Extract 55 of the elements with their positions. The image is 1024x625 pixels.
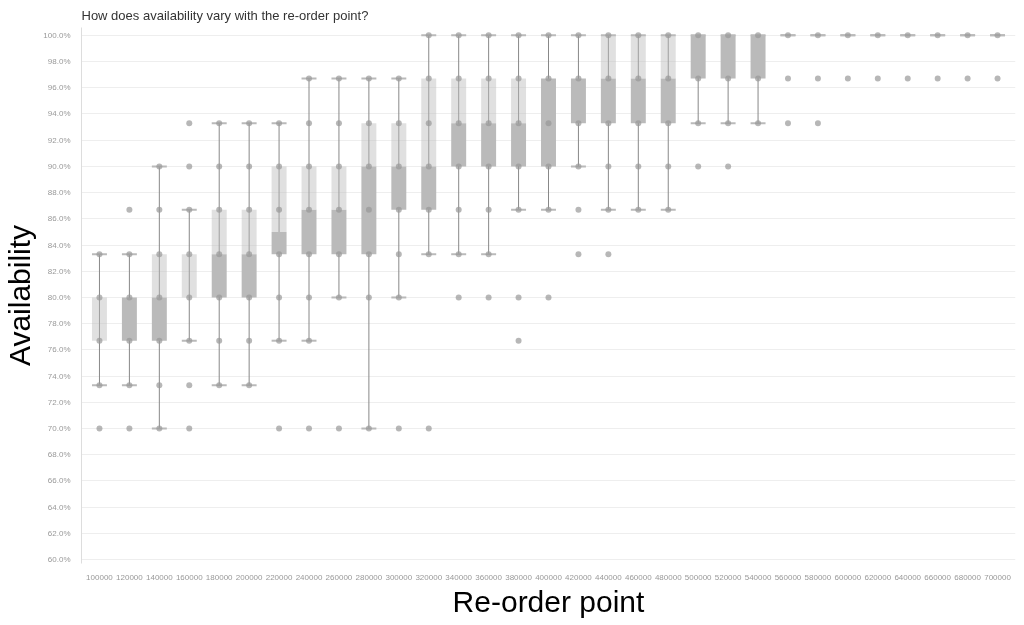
- y-tick-label: 86.0%: [47, 214, 71, 224]
- x-tick-label: 180000: [205, 572, 234, 582]
- x-tick-label: 260000: [325, 572, 353, 582]
- x-tick-label: 120000: [116, 572, 144, 582]
- x-tick-label: 440000: [595, 572, 623, 582]
- y-axis-title: Availability: [3, 224, 37, 367]
- chart-title: How does availability vary with the re-order point?: [81, 7, 369, 23]
- x-tick-label: 700000: [984, 572, 1012, 582]
- y-tick-label: 90.0%: [47, 161, 71, 171]
- x-tick-label: 100000: [86, 572, 114, 582]
- y-tick-label: 60.0%: [47, 555, 71, 565]
- x-tick-label: 600000: [834, 572, 862, 582]
- x-tick-label: 460000: [624, 572, 653, 582]
- x-tick-label: 620000: [864, 572, 892, 582]
- x-tick-label: 340000: [445, 572, 473, 582]
- y-tick-label: 62.0%: [47, 528, 71, 538]
- x-tick-label: 580000: [804, 572, 832, 582]
- y-tick-label: 68.0%: [47, 450, 71, 460]
- x-tick-label: 400000: [535, 572, 563, 582]
- y-tick-label: 92.0%: [47, 135, 71, 145]
- x-tick-label: 220000: [265, 572, 293, 582]
- y-tick-label: 88.0%: [47, 188, 71, 198]
- y-tick-label: 70.0%: [47, 424, 71, 434]
- y-tick-label: 100.0%: [43, 30, 71, 40]
- x-tick-label: 140000: [145, 572, 174, 582]
- y-tick-label: 98.0%: [47, 57, 71, 67]
- y-tick-label: 66.0%: [47, 476, 71, 486]
- x-tick-label: 540000: [744, 572, 772, 582]
- x-tick-label: 560000: [774, 572, 802, 582]
- x-tick-label: 280000: [355, 572, 383, 582]
- x-tick-label: 640000: [894, 572, 922, 582]
- x-tick-label: 420000: [565, 572, 593, 582]
- x-tick-label: 660000: [924, 572, 952, 582]
- y-tick-label: 64.0%: [47, 502, 71, 512]
- y-tick-label: 84.0%: [47, 240, 71, 250]
- x-axis-title: Re-order point: [452, 584, 646, 618]
- y-tick-label: 72.0%: [47, 397, 71, 407]
- x-tick-label: 160000: [175, 572, 204, 582]
- x-tick-label: 480000: [654, 572, 683, 582]
- x-tick-label: 300000: [385, 572, 413, 582]
- x-tick-label: 240000: [295, 572, 323, 582]
- y-tick-label: 76.0%: [47, 345, 71, 355]
- x-tick-label: 380000: [505, 572, 533, 582]
- x-tick-label: 360000: [475, 572, 503, 582]
- y-tick-label: 94.0%: [47, 109, 71, 119]
- y-tick-label: 80.0%: [47, 292, 71, 302]
- x-tick-label: 500000: [684, 572, 713, 582]
- x-tick-label: 680000: [954, 572, 982, 582]
- y-tick-label: 74.0%: [47, 371, 71, 381]
- y-tick-label: 96.0%: [47, 83, 71, 93]
- y-tick-label: 82.0%: [47, 266, 71, 276]
- x-tick-label: 320000: [415, 572, 443, 582]
- y-tick-label: 78.0%: [47, 319, 71, 329]
- x-tick-label: 200000: [235, 572, 264, 582]
- x-tick-label: 520000: [714, 572, 743, 582]
